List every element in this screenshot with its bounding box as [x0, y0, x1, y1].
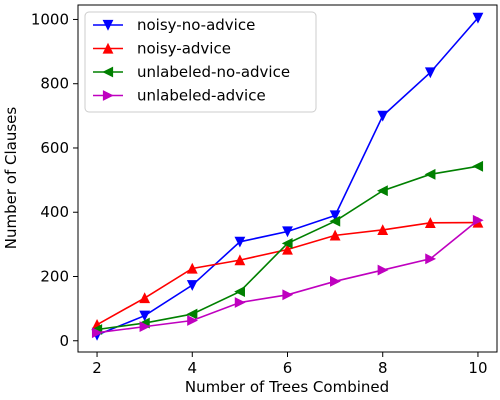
data-point	[282, 243, 293, 255]
legend-swatch-marker	[102, 66, 114, 78]
x-tick-label: 4	[187, 359, 197, 377]
data-point	[234, 254, 246, 266]
x-tick-label: 2	[92, 359, 102, 377]
data-point	[472, 160, 484, 172]
y-axis-ticks: 0 200 400 600 800 1000	[31, 10, 78, 350]
series-unlabeled-advice	[91, 214, 484, 339]
legend-label: noisy-advice	[137, 40, 231, 58]
legend-entry: unlabeled-advice	[93, 87, 266, 105]
data-point	[139, 292, 151, 304]
x-tick-label: 8	[378, 359, 388, 377]
data-point	[139, 321, 151, 333]
series-layer	[91, 12, 484, 341]
legend-entry: noisy-no-advice	[93, 16, 255, 34]
data-point	[281, 237, 293, 249]
data-point	[234, 236, 246, 248]
data-point	[234, 297, 246, 308]
data-point	[425, 253, 437, 265]
data-point	[377, 110, 389, 122]
data-point	[377, 264, 389, 276]
data-point	[377, 224, 389, 236]
data-point	[424, 67, 436, 79]
legend-label: unlabeled-no-advice	[137, 63, 290, 81]
x-tick-label: 6	[283, 359, 293, 377]
data-point	[91, 327, 103, 339]
legend-swatch-marker	[102, 90, 114, 101]
data-point	[424, 168, 436, 180]
data-point	[329, 215, 341, 227]
y-tick-label: 600	[40, 139, 69, 157]
y-tick-label: 200	[40, 267, 69, 285]
y-axis-label: Number of Clauses	[2, 107, 20, 250]
data-point	[282, 226, 293, 238]
data-point	[330, 275, 341, 287]
data-point	[186, 262, 198, 274]
x-axis-label: Number of Trees Combined	[185, 378, 389, 396]
x-tick-label: 10	[468, 359, 487, 377]
data-point	[377, 185, 388, 197]
data-point	[186, 280, 198, 291]
data-point	[472, 12, 484, 24]
y-tick-label: 800	[40, 75, 69, 93]
y-tick-label: 0	[59, 332, 69, 350]
legend-box	[84, 11, 317, 113]
y-tick-label: 400	[40, 203, 69, 221]
data-point	[472, 214, 484, 226]
legend-entry: unlabeled-no-advice	[93, 63, 290, 81]
data-point	[187, 315, 198, 326]
y-tick-label: 1000	[31, 10, 69, 28]
data-point	[282, 289, 294, 301]
legend: noisy-no-advice noisy-advice unlabeled-no-…	[84, 11, 317, 113]
legend-entry: noisy-advice	[93, 40, 231, 58]
data-point	[424, 217, 436, 228]
data-point	[186, 308, 198, 320]
data-point	[234, 286, 245, 298]
legend-label: noisy-no-advice	[137, 16, 255, 34]
legend-swatch-marker	[102, 19, 114, 31]
data-point	[329, 210, 341, 222]
x-axis-ticks: 2 4 6 8 10	[92, 352, 488, 377]
legend-label: unlabeled-advice	[137, 87, 266, 105]
legend-swatch-marker	[102, 42, 114, 54]
data-point	[139, 310, 151, 322]
data-point	[329, 229, 341, 241]
